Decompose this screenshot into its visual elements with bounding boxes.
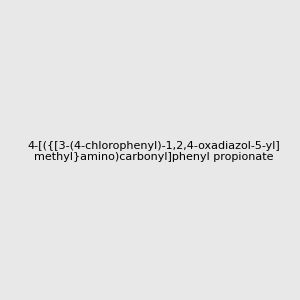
Text: 4-[({[3-(4-chlorophenyl)-1,2,4-oxadiazol-5-yl]
methyl}amino)carbonyl]phenyl prop: 4-[({[3-(4-chlorophenyl)-1,2,4-oxadiazol… <box>27 141 280 162</box>
